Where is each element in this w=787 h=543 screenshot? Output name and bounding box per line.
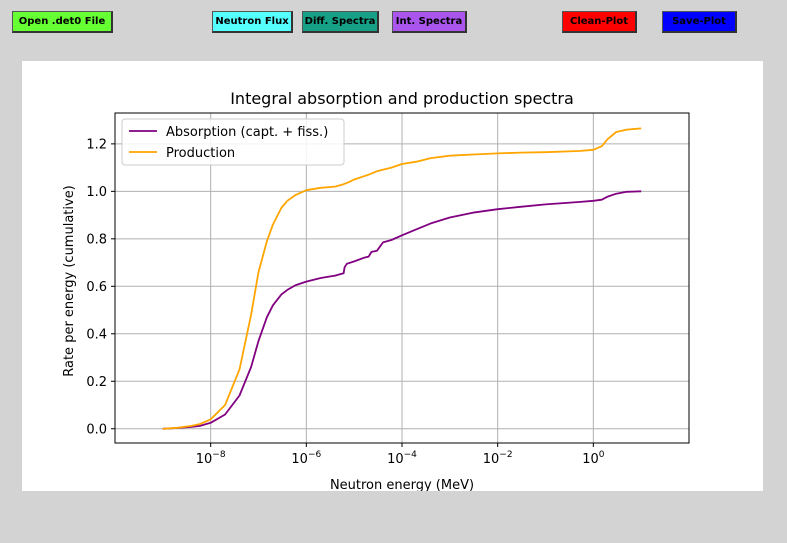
legend-label: Absorption (capt. + fiss.) xyxy=(166,125,328,140)
diff-spectra-button[interactable]: Diff. Spectra xyxy=(302,11,379,33)
y-tick-label: 0.2 xyxy=(86,375,107,390)
y-tick-label: 0.6 xyxy=(86,280,107,295)
x-axis-label: Neutron energy (MeV) xyxy=(330,478,474,491)
x-tick-label: 10−6 xyxy=(291,450,321,467)
chart-title: Integral absorption and production spect… xyxy=(230,89,574,108)
y-tick-label: 1.0 xyxy=(86,185,107,200)
save-plot-button[interactable]: Save-Plot xyxy=(662,11,737,33)
y-tick-label: 0.4 xyxy=(86,327,107,342)
y-axis-label: Rate per energy (cumulative) xyxy=(62,185,77,377)
series-line-production xyxy=(162,127,642,430)
legend-label: Production xyxy=(166,146,235,161)
int-spectra-button[interactable]: Int. Spectra xyxy=(392,11,467,33)
integral-spectra-chart: Integral absorption and production spect… xyxy=(62,89,690,491)
legend-box xyxy=(121,118,345,166)
neutron-flux-button[interactable]: Neutron Flux xyxy=(212,11,293,33)
y-tick-label: 1.2 xyxy=(86,137,107,152)
y-tick-label: 0.0 xyxy=(86,422,107,437)
legend: Absorption (capt. + fiss.) Production xyxy=(121,118,345,166)
x-tick-label: 10−2 xyxy=(483,450,513,467)
series-line-absorption xyxy=(162,190,642,430)
x-tick-label: 100 xyxy=(582,450,605,467)
x-tick-label: 10−4 xyxy=(387,450,417,467)
plot-canvas: Integral absorption and production spect… xyxy=(22,61,763,491)
clean-plot-button[interactable]: Clean-Plot xyxy=(562,11,637,33)
y-tick-label: 0.8 xyxy=(86,232,107,247)
x-tick-label: 10−8 xyxy=(196,450,226,467)
open-det0-file-button[interactable]: Open .det0 File xyxy=(12,11,113,33)
